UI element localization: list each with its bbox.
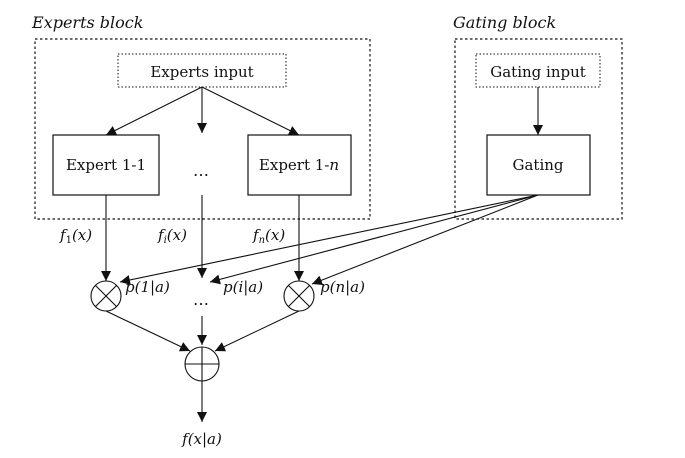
experts-ellipsis: … xyxy=(193,161,209,180)
gating-block-title: Gating block xyxy=(453,13,556,32)
products-ellipsis: … xyxy=(193,290,209,309)
expert-1-box xyxy=(52,134,160,196)
expert-n-box xyxy=(247,134,352,196)
gating-input-box xyxy=(475,53,601,88)
label-pi: p(i|a) xyxy=(223,278,263,296)
arrow-gating-to-mult-n xyxy=(311,194,539,285)
arrow-mult-1-to-sum xyxy=(105,310,191,352)
arrow-input-to-expert-1 xyxy=(105,86,203,136)
multiplier-1-node xyxy=(90,280,122,312)
gating-box xyxy=(486,134,591,196)
label-fn: fn(x) xyxy=(252,226,285,246)
expert-1-label: Expert 1-1 xyxy=(66,156,146,174)
label-f1: f1(x) xyxy=(59,226,92,246)
gating-block-frame xyxy=(454,38,623,220)
experts-input-label: Experts input xyxy=(150,63,253,81)
arrow-input-to-expert-n xyxy=(201,86,300,136)
expert-n-label: Expert 1-n xyxy=(259,156,339,174)
arrow-gating-to-mult-i xyxy=(209,194,539,285)
sum-node xyxy=(184,346,220,382)
label-fi: fi(x) xyxy=(157,226,187,246)
arrow-gating-to-mult-1 xyxy=(119,194,539,285)
multiplier-n-node xyxy=(283,280,315,312)
label-p1: p(1|a) xyxy=(125,278,170,296)
gating-input-label: Gating input xyxy=(490,63,586,81)
arrow-mult-n-to-sum xyxy=(214,310,300,352)
output-label: f(x|a) xyxy=(181,430,222,448)
label-pn: p(n|a) xyxy=(320,278,365,296)
experts-block-title: Experts block xyxy=(31,13,143,32)
gating-label: Gating xyxy=(512,156,563,174)
